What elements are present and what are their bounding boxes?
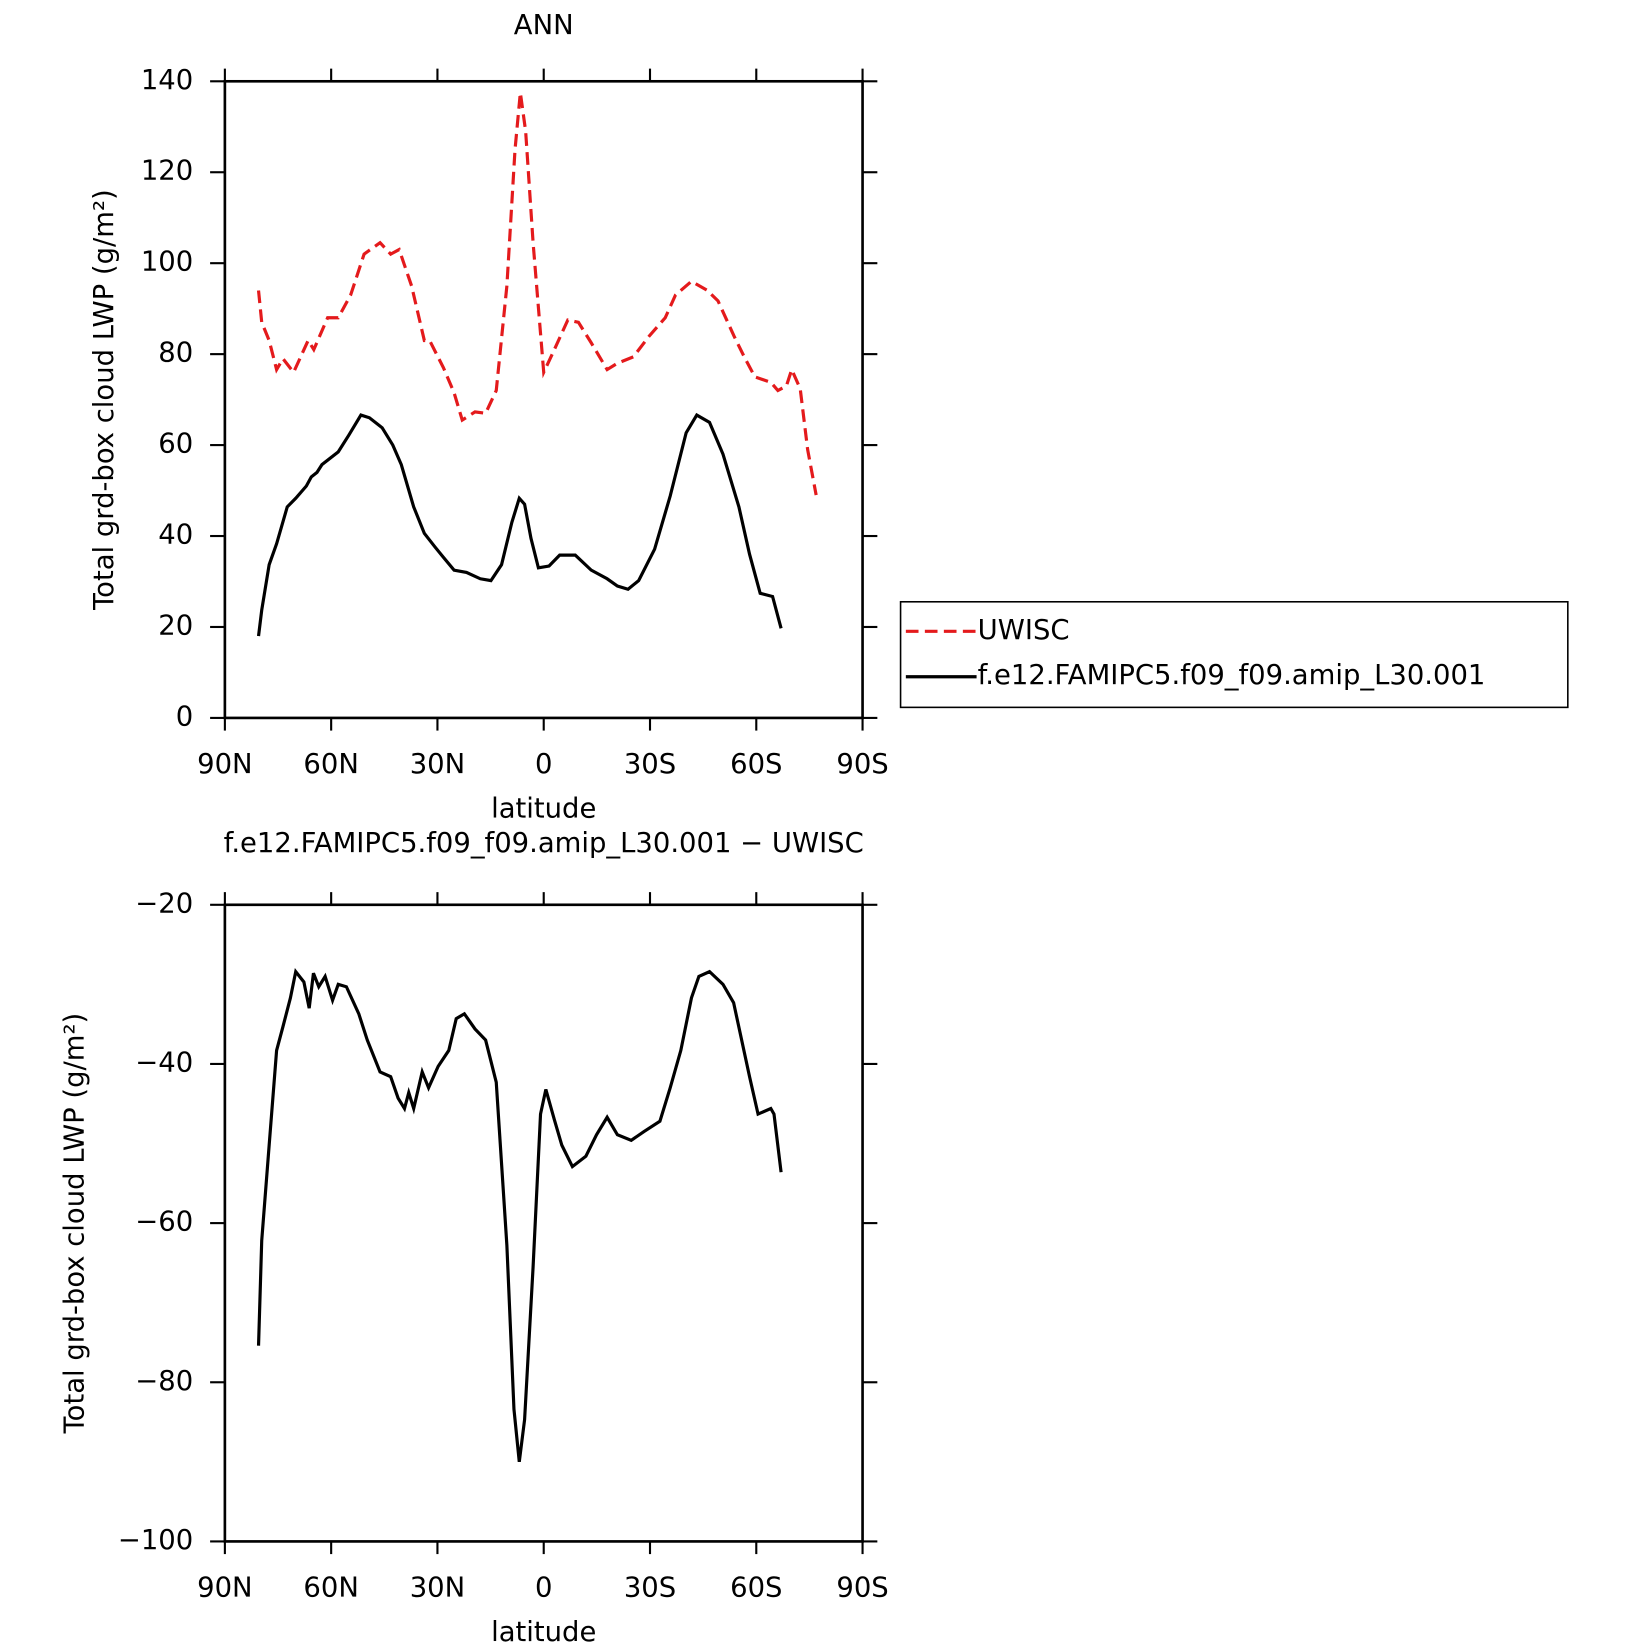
y-tick-label: 0 — [176, 701, 193, 732]
legend-label: f.e12.FAMIPC5.f09_f09.amip_L30.001 — [978, 660, 1486, 691]
y-tick-label: −60 — [135, 1207, 193, 1238]
y-axis-label: Total grd-box cloud LWP (g/m²) — [60, 1013, 91, 1435]
y-tick-label: 40 — [158, 520, 193, 551]
data-line — [256, 967, 783, 1463]
y-tick-label: −80 — [135, 1366, 193, 1397]
plot-frame — [223, 903, 864, 1543]
x-tick-label: 60S — [730, 749, 782, 780]
x-tick-label: 30N — [410, 1572, 465, 1603]
y-tick-label: 60 — [158, 429, 193, 460]
x-tick-label: 90N — [197, 749, 252, 780]
legend-box — [899, 600, 1569, 709]
y-tick-label: 20 — [158, 610, 193, 641]
x-tick-label: 60N — [303, 1572, 358, 1603]
chart-title: f.e12.FAMIPC5.f09_f09.amip_L30.001 − UWI… — [224, 828, 864, 859]
x-tick-label: 30S — [624, 749, 676, 780]
y-tick-label: −40 — [135, 1047, 193, 1078]
x-tick-label: 90S — [836, 1572, 888, 1603]
data-line — [256, 92, 818, 496]
y-tick-label: 80 — [158, 338, 193, 369]
chart-title: ANN — [514, 10, 574, 41]
plot-frame — [223, 79, 864, 720]
y-tick-label: −20 — [135, 888, 193, 919]
x-tick-label: 0 — [535, 749, 552, 780]
x-axis-label: latitude — [491, 1617, 596, 1647]
y-axis-label: Total grd-box cloud LWP (g/m²) — [89, 189, 120, 611]
x-tick-label: 90S — [836, 749, 888, 780]
x-tick-label: 0 — [535, 1572, 552, 1603]
x-tick-label: 90N — [197, 1572, 252, 1603]
y-tick-label: 140 — [141, 65, 193, 96]
x-tick-label: 30S — [624, 1572, 676, 1603]
y-tick-label: −100 — [118, 1525, 193, 1556]
x-tick-label: 60N — [303, 749, 358, 780]
data-line — [256, 412, 783, 637]
y-tick-label: 120 — [141, 156, 193, 187]
x-tick-label: 30N — [410, 749, 465, 780]
x-tick-label: 60S — [730, 1572, 782, 1603]
legend-label: UWISC — [978, 615, 1070, 646]
x-axis-label: latitude — [491, 793, 596, 824]
legend: UWISC f.e12.FAMIPC5.f09_f09.amip_L30.001 — [899, 600, 1569, 709]
y-tick-label: 100 — [141, 247, 193, 278]
